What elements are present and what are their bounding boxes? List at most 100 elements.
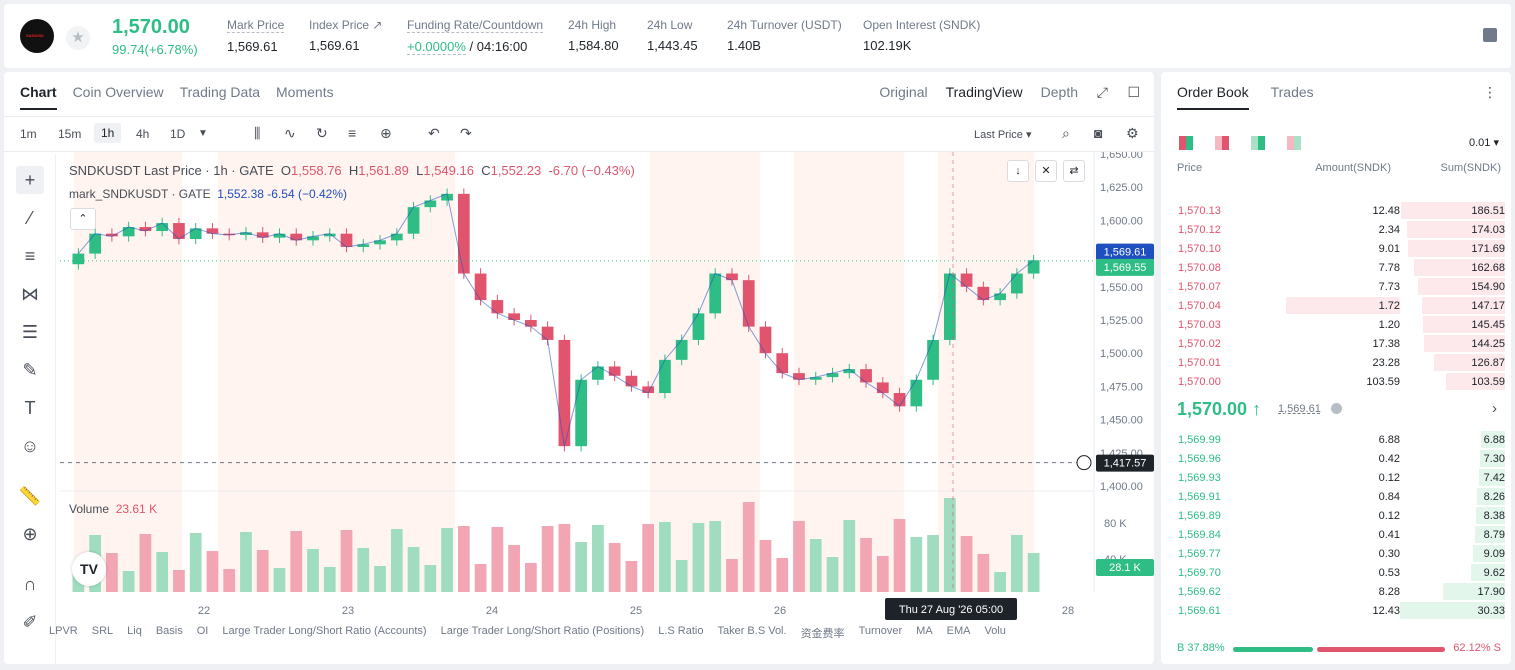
crosshair-icon[interactable]: + <box>16 166 44 194</box>
indicator-2[interactable]: Liq <box>127 625 142 637</box>
indicator-6[interactable]: Large Trader Long/Short Ratio (Positions… <box>440 625 645 637</box>
ask-row[interactable]: 1,570.01 23.28 126.87 <box>1173 353 1505 372</box>
bid-row[interactable]: 1,569.89 0.12 8.38 <box>1173 506 1505 525</box>
indicator-12[interactable]: EMA <box>946 625 971 637</box>
bid-row[interactable]: 1,569.99 6.88 6.88 <box>1173 430 1505 449</box>
candle-body <box>273 233 286 238</box>
settings-gear-icon[interactable]: ⚙ <box>1126 125 1139 141</box>
bids-only-icon[interactable] <box>1251 136 1265 150</box>
volume-bar <box>1027 553 1040 592</box>
precision-select[interactable]: 0.01 ▾ <box>1469 137 1499 149</box>
mixed-view-icon[interactable] <box>1287 136 1301 150</box>
brush-icon[interactable]: ✎ <box>22 360 38 380</box>
search-icon[interactable]: ⌕ <box>1062 125 1070 141</box>
ask-row[interactable]: 1,570.02 17.38 144.25 <box>1173 334 1505 353</box>
camera-icon[interactable]: ◙ <box>1094 125 1103 141</box>
fib-icon[interactable]: ☰ <box>21 322 39 342</box>
both-sides-icon[interactable] <box>1179 136 1193 150</box>
tab-tradingview[interactable]: TradingView <box>945 84 1023 100</box>
ask-row[interactable]: 1,570.04 1.72 147.17 <box>1173 296 1505 315</box>
ask-price: 1,570.02 <box>1178 338 1221 350</box>
chevron-right-icon[interactable]: › <box>1492 400 1497 417</box>
indicators-icon[interactable]: ∿ <box>284 125 296 141</box>
tab-trades[interactable]: Trades <box>1270 84 1314 100</box>
text-icon[interactable]: T <box>24 398 36 418</box>
bid-row[interactable]: 1,569.77 0.30 9.09 <box>1173 544 1505 563</box>
ask-row[interactable]: 1,570.12 2.34 174.03 <box>1173 220 1505 239</box>
ask-row[interactable]: 1,570.07 7.73 154.90 <box>1173 277 1505 296</box>
indicator-11[interactable]: MA <box>916 625 933 637</box>
fit-icon[interactable]: ⇄ <box>1063 160 1085 182</box>
timeframe-dropdown-icon[interactable]: ▼ <box>198 128 208 139</box>
shield-icon <box>1331 403 1342 414</box>
indicator-0[interactable]: LPVR <box>49 625 78 637</box>
indicator-9[interactable]: 资金费率 <box>800 628 845 640</box>
bid-sum: 30.33 <box>1477 605 1505 617</box>
emoji-icon[interactable]: ☺ <box>20 436 40 456</box>
indicator-3[interactable]: Basis <box>155 625 183 637</box>
window-icon[interactable]: ☐ <box>1127 84 1140 100</box>
refresh-icon[interactable]: ↻ <box>316 125 328 141</box>
magnet-icon[interactable]: ∩ <box>23 574 37 594</box>
tab-moments[interactable]: Moments <box>276 84 334 100</box>
volume-bar <box>943 498 956 592</box>
ask-row[interactable]: 1,570.08 7.78 162.68 <box>1173 258 1505 277</box>
bid-row[interactable]: 1,569.93 0.12 7.42 <box>1173 468 1505 487</box>
timeframe-1m[interactable]: 1m <box>20 127 37 141</box>
candle-body <box>876 382 889 394</box>
expand-icon[interactable]: ⤢ <box>1096 84 1108 100</box>
indicator-7[interactable]: L.S Ratio <box>658 625 704 637</box>
tab-trading-data[interactable]: Trading Data <box>179 84 261 100</box>
horizontal-lines-icon[interactable]: ≡ <box>24 246 36 266</box>
tab-chart[interactable]: Chart <box>20 84 57 110</box>
book-icon[interactable] <box>1483 28 1497 42</box>
tab-coin-overview[interactable]: Coin Overview <box>72 84 164 100</box>
indicator-8[interactable]: Taker B.S Vol. <box>717 625 787 637</box>
ask-row[interactable]: 1,570.13 12.48 186.51 <box>1173 201 1505 220</box>
ruler-icon[interactable]: 📏 <box>18 486 42 506</box>
trendline-icon[interactable]: ⁄ <box>28 208 32 228</box>
list-icon[interactable]: ≡ <box>348 125 357 141</box>
shrink-icon[interactable]: ✕ <box>1035 160 1057 182</box>
bid-row[interactable]: 1,569.70 0.53 9.62 <box>1173 563 1505 582</box>
candle-body <box>977 286 990 301</box>
bid-row[interactable]: 1,569.61 12.43 30.33 <box>1173 601 1505 620</box>
stat-index-price[interactable]: Index Price ↗ 1,569.61 <box>309 18 383 53</box>
candle-type-icon[interactable]: ⫼ <box>254 125 261 141</box>
indicator-4[interactable]: OI <box>196 625 209 637</box>
indicator-5[interactable]: Large Trader Long/Short Ratio (Accounts) <box>222 625 427 637</box>
tab-original[interactable]: Original <box>879 84 928 100</box>
bid-row[interactable]: 1,569.84 0.41 8.79 <box>1173 525 1505 544</box>
bid-row[interactable]: 1,569.62 8.28 17.90 <box>1173 582 1505 601</box>
price-type-select[interactable]: Last Price ▾ <box>974 129 1032 141</box>
indicator-1[interactable]: SRL <box>91 625 114 637</box>
zoom-in-icon[interactable]: ⊕ <box>22 524 38 544</box>
undo-icon[interactable]: ↶ <box>428 125 440 141</box>
ask-row[interactable]: 1,570.00 103.59 103.59 <box>1173 372 1505 391</box>
timeframe-4h[interactable]: 4h <box>136 127 150 141</box>
bid-row[interactable]: 1,569.96 0.42 7.30 <box>1173 449 1505 468</box>
favorite-star-icon[interactable]: ★ <box>66 26 90 50</box>
timeframe-1d[interactable]: 1D <box>170 127 186 141</box>
indicator-10[interactable]: Turnover <box>858 625 903 637</box>
more-menu-icon[interactable]: ⋮ <box>1483 84 1497 100</box>
tab-depth[interactable]: Depth <box>1040 84 1078 100</box>
candle-body <box>994 293 1006 301</box>
bid-row[interactable]: 1,569.91 0.84 8.26 <box>1173 487 1505 506</box>
timeframe-15m[interactable]: 15m <box>58 127 82 141</box>
timeframe-1h[interactable]: 1h <box>94 123 122 143</box>
collapse-legend-icon[interactable]: ⌃ <box>70 208 96 230</box>
redo-icon[interactable]: ↷ <box>460 125 472 141</box>
ask-row[interactable]: 1,570.03 1.20 145.45 <box>1173 315 1505 334</box>
tab-order-book[interactable]: Order Book <box>1177 84 1249 110</box>
asks-only-icon[interactable] <box>1215 136 1229 150</box>
indicator-13[interactable]: Volu <box>984 625 1006 637</box>
price-chart[interactable]: 1,650.001,625.001,600.001,575.001,550.00… <box>60 152 1154 622</box>
bid-sum: 9.09 <box>1483 548 1505 560</box>
volume-bar <box>122 571 135 592</box>
arrow-down-icon[interactable]: ↓ <box>1007 160 1029 182</box>
pencil-lock-icon[interactable]: ✐ <box>22 612 38 632</box>
pattern-icon[interactable]: ⋈ <box>21 284 39 304</box>
ask-row[interactable]: 1,570.10 9.01 171.69 <box>1173 239 1505 258</box>
add-indicator-icon[interactable]: ⊕ <box>380 125 392 141</box>
